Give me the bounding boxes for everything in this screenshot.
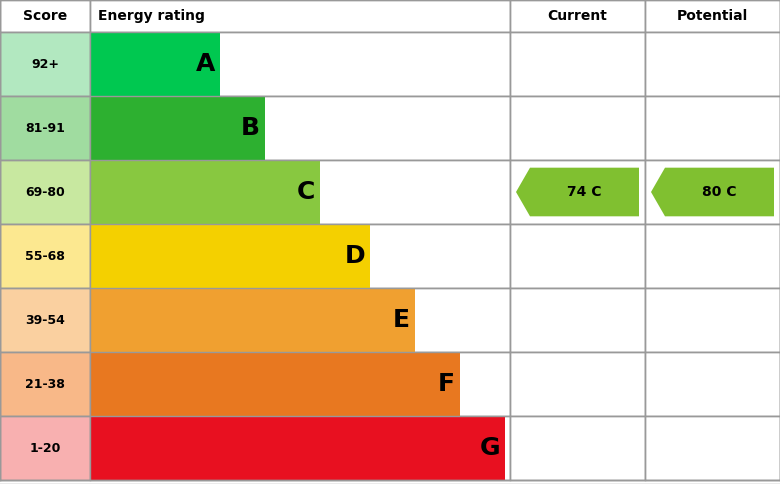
Text: 80 C: 80 C (702, 185, 737, 199)
Bar (90, 288, 510, 352)
Bar (510, 288, 645, 352)
Bar (90, 224, 370, 288)
Bar (90, 96, 265, 160)
Text: 39-54: 39-54 (25, 314, 65, 327)
Bar (510, 416, 645, 480)
Bar (0, 288, 90, 352)
Text: 21-38: 21-38 (25, 378, 65, 391)
Text: 55-68: 55-68 (25, 249, 65, 262)
Bar (0, 224, 90, 288)
Bar (90, 224, 510, 288)
Bar (510, 224, 645, 288)
Text: C: C (296, 180, 315, 204)
Bar (90, 160, 320, 224)
Text: B: B (241, 116, 260, 140)
Bar (90, 0, 510, 32)
Text: Current: Current (548, 9, 608, 23)
Bar (90, 32, 220, 96)
Bar (645, 32, 780, 96)
Bar (90, 288, 415, 352)
Polygon shape (651, 167, 774, 216)
Bar (645, 352, 780, 416)
Bar (90, 352, 510, 416)
Bar (90, 96, 510, 160)
Text: Potential: Potential (677, 9, 748, 23)
Bar (510, 0, 645, 32)
Bar (645, 96, 780, 160)
Bar (645, 416, 780, 480)
Text: Energy rating: Energy rating (98, 9, 205, 23)
Text: 92+: 92+ (31, 58, 59, 71)
Text: 1-20: 1-20 (30, 441, 61, 454)
Bar (645, 160, 780, 224)
Bar (90, 416, 505, 480)
Bar (510, 160, 645, 224)
Bar (0, 0, 90, 32)
Bar (0, 96, 90, 160)
Bar (645, 224, 780, 288)
Bar (0, 160, 90, 224)
Polygon shape (516, 167, 639, 216)
Bar (510, 352, 645, 416)
Bar (510, 32, 645, 96)
Text: F: F (438, 372, 455, 396)
Bar (0, 416, 90, 480)
Text: 74 C: 74 C (567, 185, 601, 199)
Text: 81-91: 81-91 (25, 121, 65, 135)
Text: E: E (393, 308, 410, 332)
Bar (90, 352, 460, 416)
Text: D: D (345, 244, 365, 268)
Text: Score: Score (23, 9, 67, 23)
Bar (90, 416, 510, 480)
Bar (0, 32, 90, 96)
Text: 69-80: 69-80 (25, 185, 65, 198)
Bar (645, 288, 780, 352)
Bar (90, 32, 510, 96)
Bar (0, 352, 90, 416)
Bar (90, 160, 510, 224)
Text: G: G (480, 436, 500, 460)
Text: A: A (196, 52, 215, 76)
Bar (510, 96, 645, 160)
Bar (645, 0, 780, 32)
